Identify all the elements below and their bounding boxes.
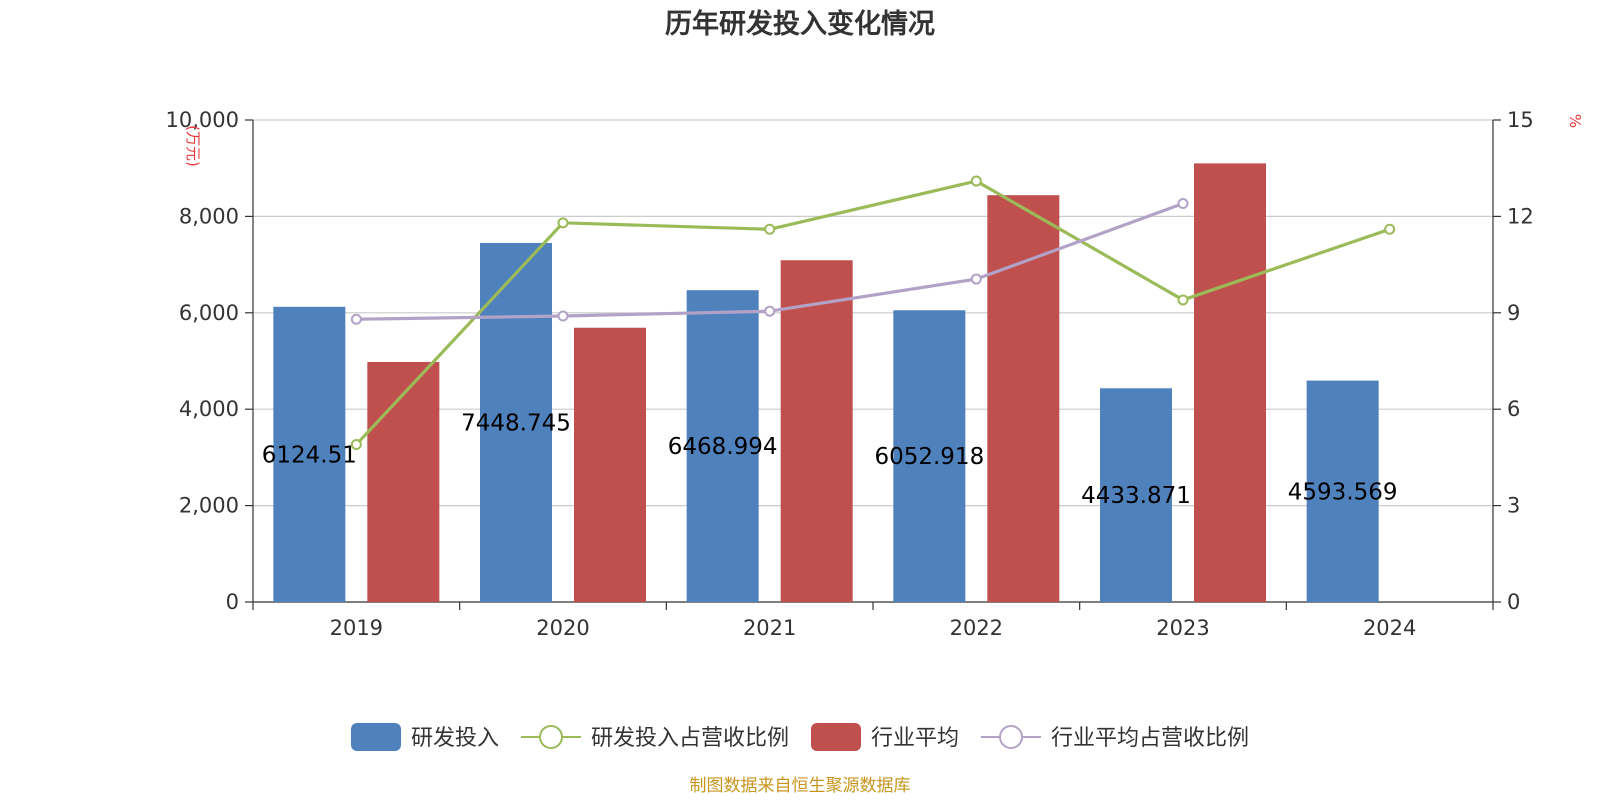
bar-industry-average	[987, 195, 1060, 602]
legend-swatch-bar	[811, 723, 861, 751]
legend-label: 研发投入占营收比例	[591, 726, 789, 751]
y-left-tick-label: 2,000	[179, 494, 239, 518]
bar-value-label: 4593.569	[1288, 479, 1398, 505]
bar-rd-investment	[686, 290, 759, 602]
legend-label: 研发投入	[411, 726, 499, 751]
legend: 研发投入 研发投入占营收比例 行业平均 行业平均占营收比例	[351, 723, 1249, 751]
y-right-tick-label: 15	[1507, 108, 1534, 132]
y-left-tick-label: 10,000	[166, 108, 239, 132]
line-point	[1384, 223, 1396, 235]
legend-label: 行业平均占营收比例	[1051, 726, 1249, 751]
chart-title: 历年研发投入变化情况	[665, 8, 935, 40]
y-left-unit: (万元)	[184, 125, 202, 167]
grid-lines	[253, 119, 1493, 507]
bar-value-label: 6468.994	[668, 434, 778, 460]
x-tick-label: 2024	[1363, 616, 1416, 640]
line-point	[970, 175, 982, 187]
bar-rd-investment	[1306, 380, 1379, 602]
line-rd-ratio	[355, 179, 1391, 446]
bar-value-label: 4433.871	[1081, 483, 1191, 509]
line-point	[350, 313, 362, 325]
data-labels: 6124.51 7448.745 6468.994 6052.918 4433.871 4…	[262, 410, 1398, 509]
bar-value-label: 7448.745	[461, 410, 571, 436]
y-right-tick-label: 9	[1507, 301, 1520, 325]
bar-industry-average	[574, 327, 646, 602]
bar-industry-average	[1194, 163, 1266, 602]
bar-rd-investment	[273, 306, 346, 602]
legend-label: 行业平均	[871, 726, 959, 751]
axes: 0 2,000 4,000 6,000 8,000 10,000 0 3 6 9 12 15 2019 2…	[166, 108, 1534, 640]
line-point	[350, 439, 362, 451]
y-right-unit: %	[1566, 114, 1584, 128]
bar-rd-investment	[480, 242, 552, 602]
y-right-tick-label: 3	[1507, 494, 1520, 518]
lines	[350, 175, 1396, 451]
y-left-tick-label: 8,000	[179, 204, 239, 228]
line-point	[970, 273, 982, 285]
line-point	[764, 305, 776, 317]
line-point	[557, 217, 569, 229]
bars	[273, 163, 1379, 602]
y-right-tick-label: 12	[1507, 204, 1534, 228]
bar-industry-average	[780, 260, 853, 602]
x-tick-label: 2019	[330, 616, 383, 640]
source-note: 制图数据来自恒生聚源数据库	[690, 776, 911, 796]
bar-rd-investment	[1100, 388, 1172, 602]
bar-value-label: 6052.918	[874, 444, 984, 470]
line-point	[1177, 294, 1189, 306]
x-tick-label: 2021	[743, 616, 796, 640]
y-right-tick-label: 0	[1507, 590, 1520, 614]
x-tick-label: 2020	[536, 616, 589, 640]
y-left-tick-label: 6,000	[179, 301, 239, 325]
x-tick-label: 2023	[1156, 616, 1209, 640]
bar-industry-average	[367, 361, 440, 602]
line-point	[557, 310, 569, 322]
bar-value-label: 6124.51	[262, 442, 357, 468]
line-point	[764, 223, 776, 235]
y-right-tick-label: 6	[1507, 397, 1520, 421]
legend-swatch-marker	[999, 725, 1023, 749]
y-left-tick-label: 4,000	[179, 397, 239, 421]
legend-swatch-bar	[351, 723, 401, 751]
bar-rd-investment	[893, 310, 966, 602]
x-tick-label: 2022	[950, 616, 1003, 640]
y-left-tick-label: 0	[226, 590, 239, 614]
line-point	[1177, 198, 1189, 210]
legend-swatch-marker	[539, 725, 563, 749]
